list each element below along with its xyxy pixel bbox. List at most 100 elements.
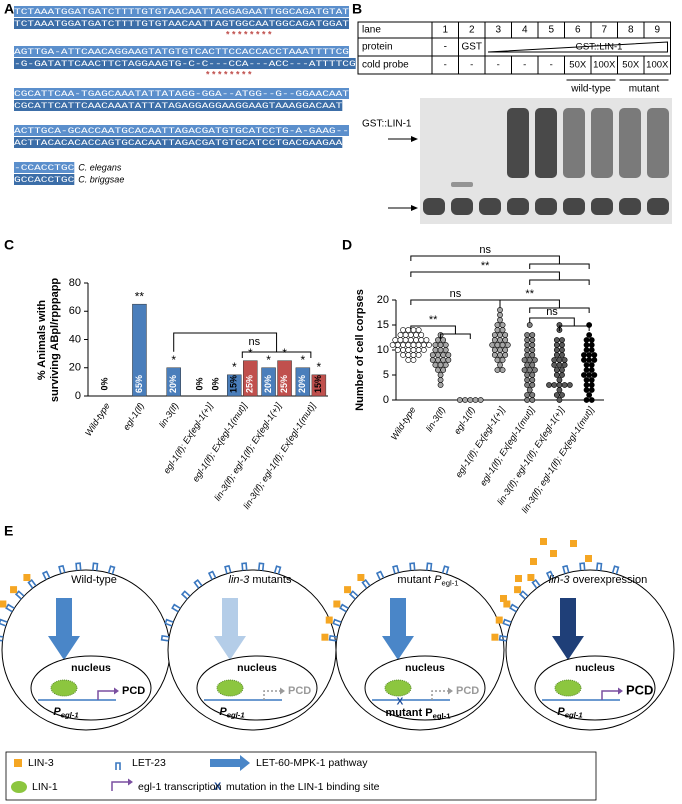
bracket: [440, 333, 471, 339]
ligand: [333, 600, 341, 608]
data-point: [524, 332, 531, 338]
receptor: [332, 618, 342, 627]
promoter-label-part: mutant: [385, 707, 425, 719]
data-point: [437, 342, 444, 348]
data-point: [529, 347, 536, 353]
data-point: [583, 382, 590, 388]
y-tick-label: 0: [75, 390, 81, 402]
panel-letter: E: [4, 523, 13, 539]
panel-letter: C: [4, 237, 14, 253]
data-point: [532, 367, 538, 373]
bracket: [173, 332, 278, 352]
data-point: [586, 352, 593, 358]
data-point: [499, 367, 506, 373]
data-point: [529, 377, 536, 383]
data-point: [497, 332, 503, 338]
bar: [166, 367, 181, 397]
receptor: [14, 590, 25, 600]
data-point: [566, 382, 573, 388]
data-point: [494, 357, 501, 363]
data-point: [392, 337, 399, 343]
gel-band: [507, 198, 529, 215]
legend-text: mutation in the LIN-1 binding site: [226, 781, 380, 793]
receptor: [409, 562, 416, 571]
data-point: [440, 357, 447, 363]
cold-probe: -: [470, 60, 473, 71]
data-point: [588, 362, 595, 368]
y-tick-label: 80: [69, 277, 81, 289]
promoter-label: Pegl-1: [557, 706, 582, 719]
bracket: [558, 325, 590, 331]
promoter-label-part: P: [557, 706, 565, 718]
sequence: AGTTGA-ATTCAACAGGAAGTATGTGTCACTTCCACCACC…: [14, 48, 349, 57]
lane-number: 2: [469, 25, 475, 36]
ligand: [10, 586, 18, 594]
receptor: [241, 562, 248, 571]
bracket: [499, 299, 560, 308]
receptor: [375, 570, 385, 580]
gel-band: [535, 198, 557, 215]
annotation: ns: [450, 288, 462, 300]
data-point: [559, 337, 565, 343]
data-point: [405, 357, 412, 363]
legend-text: LET-60-MPK-1 pathway: [256, 757, 368, 769]
data-point: [437, 377, 444, 383]
cold-probe: 50X: [622, 60, 640, 71]
data-point: [420, 342, 427, 348]
y-tick-label: 5: [383, 369, 389, 381]
data-point: [405, 327, 412, 333]
y-tick-label: 20: [69, 362, 81, 374]
x-tick-label: egl-1(lf); Ex[egl-1(mut)]: [478, 405, 537, 488]
data-point: [497, 317, 503, 323]
legend-text: egl-1 transcription: [138, 781, 222, 793]
data-point: [524, 372, 531, 378]
cell-title-part: lin-3: [229, 574, 251, 586]
cell-title: lin-3 mutants: [229, 574, 292, 586]
receptor: [531, 579, 541, 589]
data-point: [588, 397, 595, 403]
gel-band: [451, 182, 473, 187]
value-label: 0%: [210, 377, 220, 390]
annotation: ns: [248, 336, 260, 348]
data-point: [586, 332, 593, 338]
value-label: 0%: [100, 377, 110, 390]
data-point: [529, 382, 536, 388]
promoter-label: Pegl-1: [219, 706, 244, 719]
data-point: [497, 347, 503, 353]
ligand: [515, 575, 522, 582]
ligand: [550, 550, 557, 557]
data-point: [588, 377, 595, 383]
data-point: [529, 337, 536, 343]
promoter-label: mutant Pegl-1: [385, 707, 451, 720]
data-point: [583, 377, 590, 383]
data-point: [502, 332, 509, 338]
data-point: [561, 357, 568, 363]
significance: *: [301, 353, 306, 367]
sequence-bg: [14, 125, 349, 136]
data-point: [494, 367, 501, 373]
receptor: [41, 570, 51, 580]
pathway-arrow: [214, 598, 246, 660]
sequence: -G-GATATTCAACTTCTAGGAAGTG-C-C---CCA---AC…: [14, 60, 356, 69]
data-point: [556, 382, 563, 388]
nucleus: [30, 655, 152, 721]
significance: *: [266, 353, 271, 367]
transcription-arrow: [111, 781, 128, 791]
sequence-bg: [14, 100, 343, 111]
significance: *: [248, 346, 253, 360]
ligand: [500, 595, 507, 602]
data-point: [588, 337, 595, 343]
panel-letter: D: [342, 237, 352, 253]
ligand: [0, 600, 7, 608]
cell-title-part: Wild-type: [71, 574, 117, 586]
table-header: protein: [362, 42, 393, 53]
gel-band: [647, 198, 669, 215]
receptor: [193, 579, 203, 589]
lane-number: 3: [495, 25, 501, 36]
receptor: [595, 562, 603, 571]
nucleus: [534, 655, 656, 721]
data-point: [415, 327, 422, 333]
data-point: [583, 387, 590, 393]
data-point: [497, 362, 503, 368]
